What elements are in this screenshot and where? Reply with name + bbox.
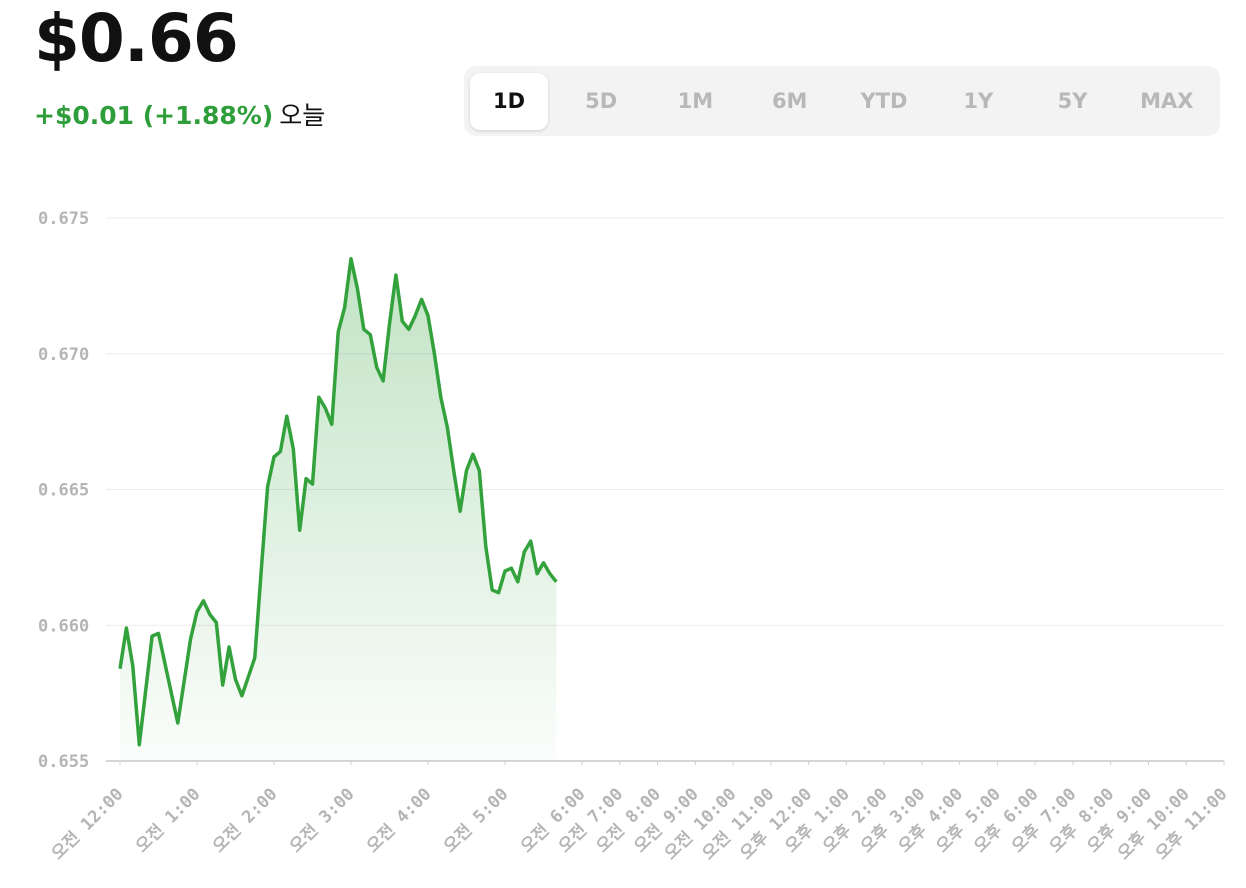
- range-button[interactable]: MAX: [1140, 89, 1194, 113]
- y-tick-label: 0.675: [38, 209, 89, 229]
- range-button[interactable]: 1Y: [963, 89, 994, 113]
- x-tick-label: 오전 4:00: [363, 784, 435, 856]
- y-tick-label: 0.665: [38, 481, 89, 501]
- x-tick-label: 오전 1:00: [132, 784, 204, 856]
- range-button[interactable]: YTD: [860, 89, 908, 113]
- y-tick-label: 0.670: [38, 345, 89, 365]
- range-button[interactable]: 1M: [677, 89, 714, 113]
- period: 오늘: [279, 101, 326, 130]
- price-line: [118, 256, 558, 747]
- x-tick-label: 오전 5:00: [440, 784, 512, 856]
- range-button[interactable]: 1D: [470, 72, 548, 130]
- range-button[interactable]: 6M: [771, 89, 808, 113]
- price-change: +$0.01 (+1.88%): [34, 101, 274, 130]
- price: $0.66: [34, 0, 239, 77]
- range-button[interactable]: 5Y: [1057, 89, 1088, 113]
- range-button[interactable]: 5D: [585, 89, 618, 113]
- range-selector: 1D 5D 1M 6M YTD 1Y 5Y MAX: [464, 66, 1220, 136]
- y-tick-label: 0.660: [38, 616, 89, 636]
- x-tick-label: 오전 12:00: [48, 784, 128, 864]
- change-row: +$0.01 (+1.88%) 오늘: [34, 96, 325, 132]
- y-tick-label: 0.655: [38, 752, 89, 772]
- x-tick-label: 오전 3:00: [286, 784, 358, 856]
- area: [120, 258, 557, 761]
- x-tick-label: 오전 2:00: [209, 784, 281, 856]
